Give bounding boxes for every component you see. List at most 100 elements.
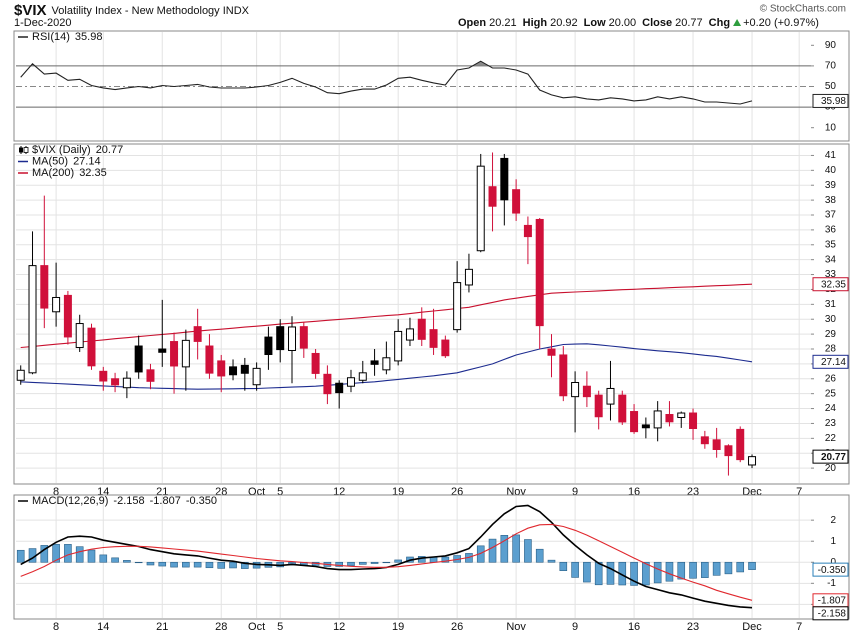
histogram-bar [630,561,638,586]
legend-label: MA(200) [32,167,74,179]
x-tick-label: 5 [277,621,283,633]
histogram-bar [547,559,556,563]
y-tick-label: -1 [827,578,836,589]
y-tick-label: 35 [825,239,837,250]
candle-body [323,373,332,395]
candle-body [288,326,297,351]
instrument-name: Volatility Index - New Methodology INDX [52,5,250,17]
candle-body [99,370,108,382]
x-tick-label: 9 [572,621,578,633]
candle-body [571,382,580,398]
x-tick-label: 8 [53,486,59,498]
symbol: $VIX [14,2,47,19]
candle-body [582,385,591,398]
value-box-label: 20.77 [821,452,846,463]
series-line [20,523,753,601]
histogram-bar [347,561,355,566]
value-box-label: -0.350 [818,565,847,576]
histogram-bar [500,535,509,563]
candle-body [606,387,615,405]
candle-body [618,394,627,423]
candle-body [146,369,155,382]
candle-body [193,326,202,342]
quote-label: Open [458,17,486,29]
histogram-bar [241,561,249,569]
candle-body [689,412,698,430]
y-tick-label: 29 [825,329,837,340]
candle-body [122,377,131,389]
candle-body [417,318,426,340]
candle-body [653,410,662,429]
value-box-label: -1.807 [818,595,847,606]
histogram-bar [170,561,178,568]
series-line [20,343,753,390]
legend-swatch [19,147,23,153]
candle-body [276,326,285,351]
value-box [812,562,849,577]
candle-body [28,265,37,374]
quote-value: 20.92 [550,17,578,29]
candle-body [429,329,438,348]
histogram-bar [524,539,532,563]
candle-body [240,364,249,374]
histogram-bar [677,561,686,580]
y-tick-label: 31 [825,299,837,310]
x-tick-label: 7 [796,486,802,498]
histogram-bar [99,554,108,563]
y-tick-label: 20 [825,463,837,474]
y-tick-label: 34 [825,254,837,265]
candle-body [559,354,568,397]
candle-body [358,372,367,381]
series-line [20,60,753,105]
y-tick-label: 37 [825,210,837,221]
x-tick-label: Oct [248,621,265,633]
quote-value: 20.77 [675,17,703,29]
candle-body [665,414,674,423]
histogram-bar [689,561,697,579]
histogram-bar [358,561,367,565]
candle-body [405,328,414,341]
series-line [20,283,753,349]
candle-body [87,327,96,367]
x-tick-label: 16 [628,621,640,633]
histogram-bar [559,561,568,571]
histogram-bar [488,538,497,563]
value-box-label: 27.14 [821,357,846,368]
legend-label: MA(50) [32,155,68,167]
candle-body [535,218,544,327]
histogram-bar [370,561,379,564]
y-tick-label: 36 [825,225,837,236]
y-tick-label: 26 [825,373,837,384]
y-tick-label: 0 [830,557,836,568]
histogram-bar [217,561,226,569]
x-tick-label: 9 [572,486,578,498]
candle-body [700,436,709,445]
y-tick-label: 1 [830,536,836,547]
histogram-bar [724,561,733,575]
panel-frame [13,143,850,485]
histogram-bar [394,559,402,563]
y-tick-label: 40 [825,165,837,176]
candle-body [441,339,450,357]
y-tick-label: 38 [825,195,837,206]
quote-label: Low [584,17,606,29]
x-tick-label: 12 [333,621,345,633]
candle-body [134,345,143,373]
histogram-bar [512,534,520,563]
histogram-bar [64,544,72,563]
quote-value: 20.21 [489,17,517,29]
candle-body [170,341,179,367]
candle-body [63,294,72,338]
candle-body [724,445,733,457]
histogram-bar [736,561,745,573]
quote-label: High [523,17,548,29]
x-tick-label: 14 [97,621,109,633]
candle-body [264,336,273,356]
candle-body [630,411,639,433]
y-tick-label: 33 [825,269,837,280]
value-box [812,277,849,292]
x-tick-label: Nov [506,621,526,633]
candle-body [594,394,603,418]
x-tick-label: 7 [796,621,802,633]
value-box-label: -2.158 [818,608,847,619]
